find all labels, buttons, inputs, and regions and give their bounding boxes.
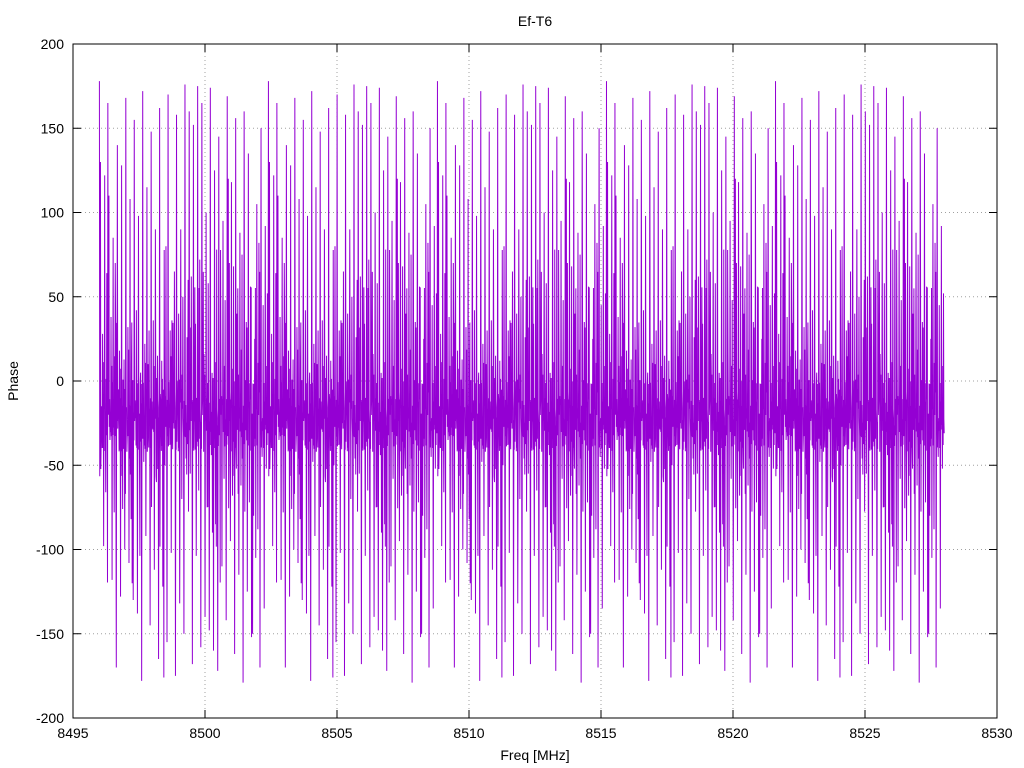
y-tick-label: 50 <box>48 289 64 305</box>
x-tick-label: 8515 <box>585 725 616 741</box>
y-tick-label: -200 <box>36 710 64 726</box>
x-tick-label: 8530 <box>981 725 1012 741</box>
y-tick-label: 200 <box>41 36 65 52</box>
y-tick-label: 0 <box>56 373 64 389</box>
x-tick-label: 8525 <box>849 725 880 741</box>
y-tick-label: -100 <box>36 542 64 558</box>
y-tick-label: -150 <box>36 626 64 642</box>
x-tick-label: 8500 <box>189 725 220 741</box>
y-tick-label: 100 <box>41 205 65 221</box>
series-line <box>98 81 945 683</box>
x-axis-label: Freq [MHz] <box>500 747 569 763</box>
data-series <box>98 81 945 683</box>
x-tick-label: 8495 <box>57 725 88 741</box>
chart-title: Ef-T6 <box>518 13 552 29</box>
x-tick-label: 8505 <box>321 725 352 741</box>
y-tick-label: 150 <box>41 120 65 136</box>
axes: 8495 8500 8505 8510 8515 8520 8525 8530 -200 -150… <box>36 36 1013 741</box>
y-tick-label: -50 <box>44 457 64 473</box>
y-axis-label: Phase <box>5 361 21 401</box>
x-tick-label: 8510 <box>453 725 484 741</box>
x-tick-label: 8520 <box>717 725 748 741</box>
